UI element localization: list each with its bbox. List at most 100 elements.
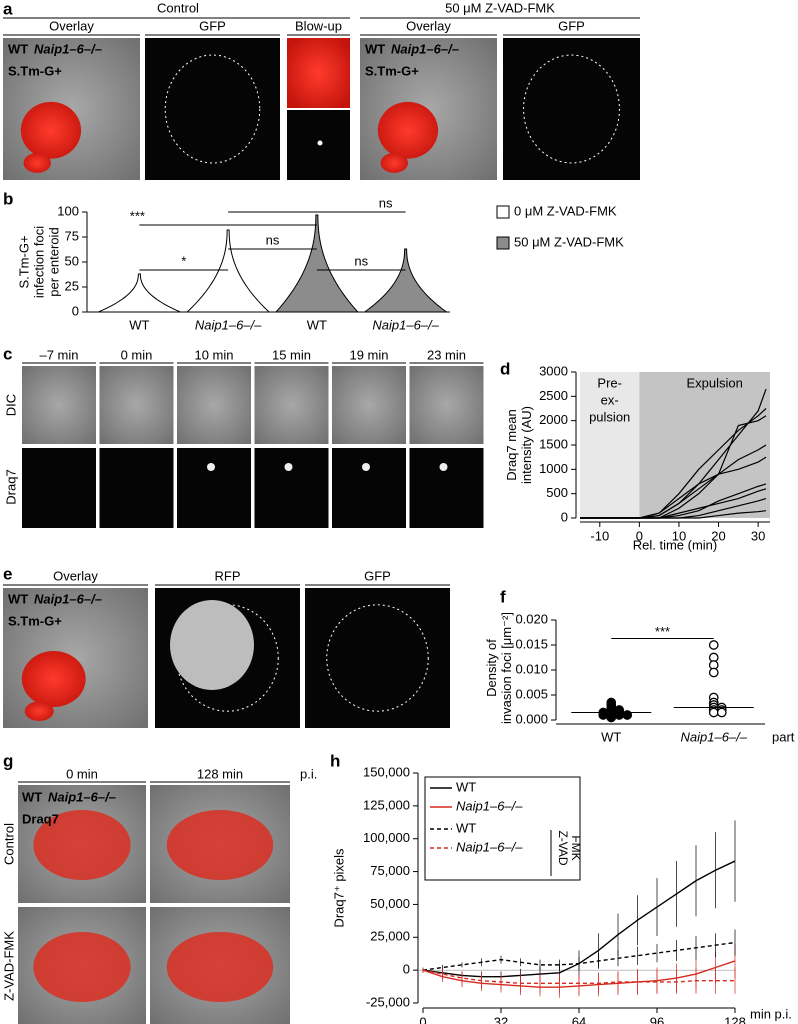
channel-label: Naip1–6–/– xyxy=(34,41,102,56)
panel-label: c xyxy=(3,344,12,363)
y-tick-label: 75 xyxy=(65,228,79,243)
x-tick-label: 0 xyxy=(419,1014,426,1024)
y-tick-label: 1500 xyxy=(539,436,568,451)
channel-label: Naip1–6–/– xyxy=(34,591,102,606)
x-tick-label: WT xyxy=(601,729,621,744)
x-tick-label: Naip1–6–/– xyxy=(372,317,439,332)
y-axis-label: Draq7⁺ pixels xyxy=(331,848,346,928)
y-tick-label: 25,000 xyxy=(370,929,410,944)
outline xyxy=(176,604,279,712)
panel-heading: 0 min xyxy=(66,766,98,781)
channel-label: WT xyxy=(8,591,28,606)
time-heading: –7 min xyxy=(39,347,78,362)
red-cell xyxy=(23,153,51,173)
panel-heading: GFP xyxy=(364,568,391,583)
series-line xyxy=(422,941,736,971)
y-tick-label: 125,000 xyxy=(363,797,410,812)
legend-swatch xyxy=(496,236,510,250)
y-tick-label: 1000 xyxy=(539,461,568,476)
y-tick-label: 100 xyxy=(57,203,79,218)
x-tick-label: WT xyxy=(129,317,149,332)
violin xyxy=(185,229,271,313)
draq7-spot xyxy=(207,463,215,471)
blowup xyxy=(287,38,350,108)
dot xyxy=(708,667,719,678)
red-tissue xyxy=(33,810,131,880)
y-tick-label: 0 xyxy=(403,962,410,977)
y-axis-label: per enteroid xyxy=(46,227,61,296)
group-title: 50 μM Z-VAD-FMK xyxy=(445,0,555,15)
y-tick-label: 100,000 xyxy=(363,830,410,845)
spot xyxy=(317,140,323,146)
y-axis-label: intensity (AU) xyxy=(519,406,534,484)
y-tick-label: 0.020 xyxy=(515,611,548,626)
micrograph xyxy=(409,366,484,444)
panel-heading: RFP xyxy=(215,568,241,583)
suffix: p.i. xyxy=(300,766,317,781)
panel-heading: Overlay xyxy=(406,18,451,33)
micrograph xyxy=(305,588,450,728)
y-axis-label: Density of xyxy=(484,639,499,697)
violin xyxy=(98,273,181,313)
dot xyxy=(708,707,719,718)
dot xyxy=(716,707,727,718)
micrograph xyxy=(99,448,174,528)
legend-box xyxy=(424,776,581,881)
micrograph xyxy=(177,366,251,444)
red-cell xyxy=(380,153,408,173)
panel-label: f xyxy=(500,587,506,606)
channel-label: S.Tm-G+ xyxy=(365,63,419,78)
group-title: Control xyxy=(157,0,199,15)
x-tick-label: WT xyxy=(307,317,327,332)
y-tick-label: 50,000 xyxy=(370,896,410,911)
region-label: Expulsion xyxy=(687,375,743,390)
y-axis-label: Draq7 mean xyxy=(504,409,519,481)
channel-label: Naip1–6–/– xyxy=(48,789,116,804)
dot xyxy=(606,712,617,723)
channel-label: Naip1–6–/– xyxy=(391,41,459,56)
legend-label: WT xyxy=(456,820,476,835)
y-tick-label: -25,000 xyxy=(366,994,410,1009)
time-heading: 10 min xyxy=(194,347,233,362)
y-tick-label: 0 xyxy=(72,303,79,318)
y-axis-label: infection foci xyxy=(31,226,46,298)
x-axis-label: Rel. time (min) xyxy=(633,537,718,552)
micrograph xyxy=(409,448,484,528)
time-heading: 0 min xyxy=(121,347,153,362)
channel-label: WT xyxy=(22,789,42,804)
x-tick-label: 96 xyxy=(650,1014,664,1024)
x-tick-label: 64 xyxy=(572,1014,586,1024)
legend-label: Naip1–6–/– xyxy=(456,839,523,854)
micrograph xyxy=(3,588,148,728)
significance-label: *** xyxy=(130,208,145,223)
panel-heading: Overlay xyxy=(53,568,98,583)
y-tick-label: 2500 xyxy=(539,388,568,403)
legend-label: 0 μM Z-VAD-FMK xyxy=(514,203,617,218)
micrograph xyxy=(332,366,406,444)
legend-label: 50 μM Z-VAD-FMK xyxy=(514,234,624,249)
extra-label: part xyxy=(772,729,795,744)
draq7-spot xyxy=(439,463,448,471)
x-tick-label: Naip1–6–/– xyxy=(681,729,748,744)
y-axis-label: S.Tm-G+ xyxy=(16,235,31,288)
y-tick-label: 25 xyxy=(65,278,79,293)
y-tick-label: 500 xyxy=(546,485,568,500)
region-label: ex- xyxy=(601,392,619,407)
red-cell xyxy=(24,701,54,721)
draq7-spot xyxy=(362,463,370,471)
significance-label: *** xyxy=(655,624,670,639)
channel-label: Draq7 xyxy=(22,811,59,826)
y-axis-label: invasion foci [μm⁻²] xyxy=(499,612,514,724)
y-tick-label: 0.005 xyxy=(515,686,548,701)
red-cell xyxy=(20,101,82,159)
panel-label: b xyxy=(3,189,13,208)
row-label: Draq7 xyxy=(3,469,18,504)
panel-label: a xyxy=(3,0,13,18)
outline xyxy=(164,54,261,164)
y-tick-label: 2000 xyxy=(539,412,568,427)
y-tick-label: 0.000 xyxy=(515,711,548,726)
y-tick-label: 50 xyxy=(65,253,79,268)
panel-heading: 128 min xyxy=(197,766,243,781)
y-tick-label: 0.010 xyxy=(515,661,548,676)
